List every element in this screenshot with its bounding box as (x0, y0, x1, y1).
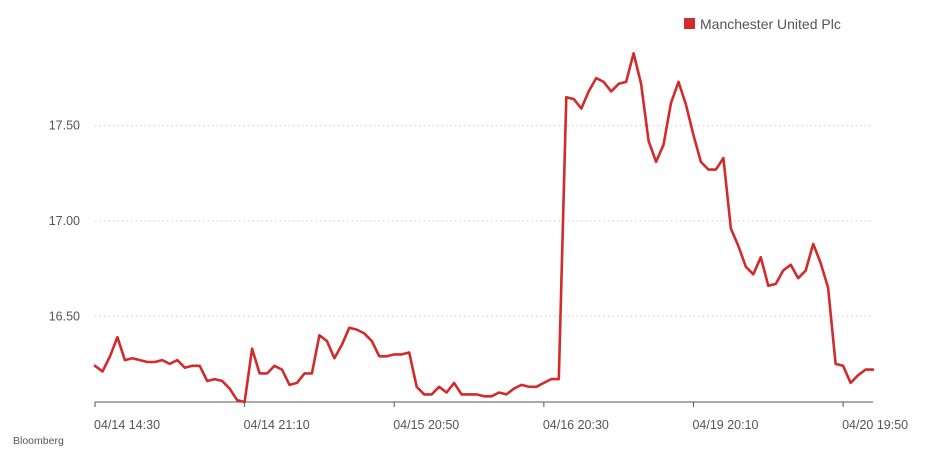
y-tick-label: 16.50 (49, 309, 80, 323)
x-axis: 04/14 14:30 04/14 21:10 04/15 20:50 04/16 2… (94, 402, 908, 432)
y-axis: 16.50 17.00 17.50 (49, 119, 80, 324)
x-tick-label: 04/14 14:30 (94, 418, 160, 432)
x-tick-label: 04/16 20:30 (543, 418, 609, 432)
series-line-manchester-united (93, 51, 875, 404)
source-label: Bloomberg (13, 435, 64, 447)
x-tick-label: 04/19 20:10 (692, 418, 758, 432)
legend: Manchester United Plc (684, 16, 841, 32)
x-tick-label: 04/14 21:10 (244, 418, 310, 432)
y-tick-label: 17.00 (49, 214, 80, 228)
x-tick-label: 04/20 19:50 (842, 418, 908, 432)
legend-label: Manchester United Plc (700, 16, 841, 32)
gridlines (95, 125, 873, 317)
y-tick-label: 17.50 (49, 119, 80, 133)
legend-swatch (684, 18, 695, 29)
x-tick-label: 04/15 20:50 (393, 418, 459, 432)
